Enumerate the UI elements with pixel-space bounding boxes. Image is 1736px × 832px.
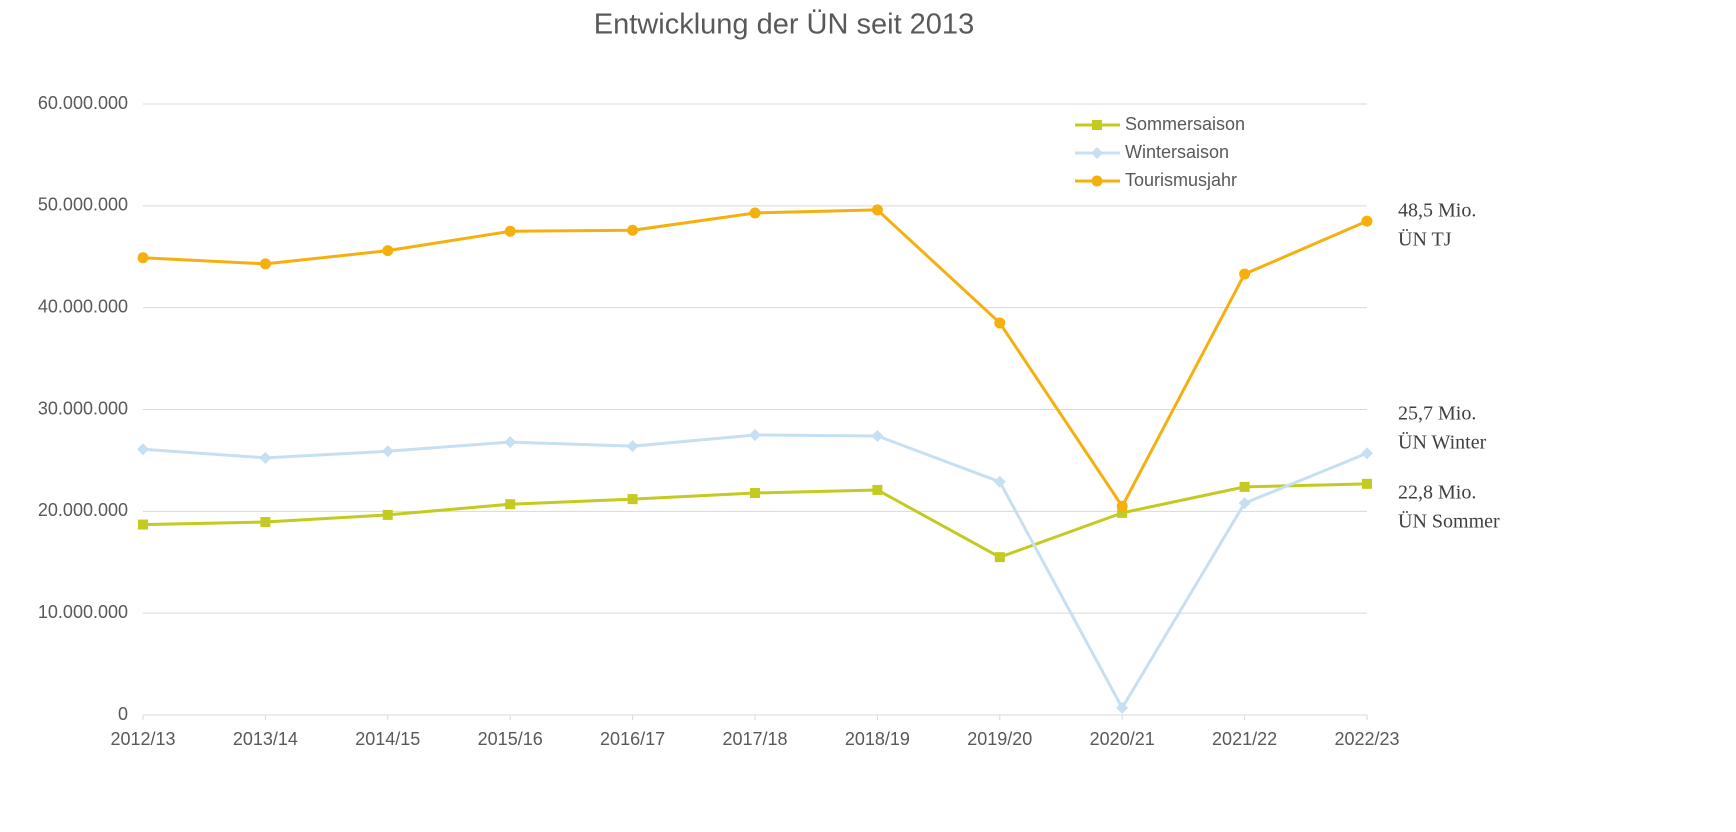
x-tick-label: 2019/20: [967, 729, 1032, 749]
marker: [259, 258, 271, 270]
marker: [994, 552, 1005, 563]
x-tick-label: 2022/23: [1334, 729, 1399, 749]
marker: [994, 317, 1006, 329]
marker: [1239, 268, 1251, 280]
marker: [1238, 497, 1251, 510]
y-tick-label: 20.000.000: [38, 500, 128, 520]
marker: [1239, 481, 1250, 492]
marker: [750, 488, 760, 499]
y-tick-label: 60.000.000: [38, 93, 128, 113]
marker: [749, 428, 761, 441]
x-tick-label: 2020/21: [1090, 729, 1155, 749]
x-tick-label: 2015/16: [478, 729, 543, 749]
marker: [505, 499, 516, 510]
marker: [1091, 175, 1103, 187]
x-tick-label: 2018/19: [845, 729, 910, 749]
y-tick-label: 30.000.000: [38, 398, 128, 418]
annotation: ÜN Winter: [1398, 431, 1487, 454]
y-tick-label: 10.000.000: [38, 602, 128, 622]
y-tick-label: 0: [118, 704, 128, 724]
y-tick-label: 50.000.000: [38, 195, 128, 215]
marker: [259, 451, 272, 464]
marker: [504, 225, 516, 237]
legend-label: Tourismusjahr: [1125, 170, 1237, 190]
marker: [504, 436, 517, 449]
marker: [871, 429, 884, 442]
annotation: 25,7 Mio.: [1398, 403, 1476, 425]
y-tick-label: 40.000.000: [38, 296, 128, 316]
marker: [749, 207, 761, 219]
marker: [872, 484, 883, 495]
marker: [627, 224, 639, 236]
marker: [627, 494, 638, 505]
series-line: [142, 433, 1368, 710]
annotation: ÜN TJ: [1398, 228, 1452, 251]
x-tick-label: 2014/15: [355, 729, 420, 749]
marker: [1116, 500, 1128, 512]
chart-title: Entwicklung der ÜN seit 2013: [594, 9, 974, 41]
legend-label: Sommersaison: [1125, 114, 1245, 134]
x-tick-label: 2017/18: [722, 729, 787, 749]
marker: [1361, 215, 1373, 227]
marker: [137, 443, 149, 456]
marker: [1117, 507, 1128, 518]
annotation: 48,5 Mio.: [1398, 200, 1476, 222]
marker: [1361, 447, 1373, 460]
marker: [382, 245, 394, 257]
marker: [1116, 701, 1129, 714]
series-line: [142, 208, 1368, 508]
marker: [138, 519, 148, 530]
marker: [260, 517, 271, 528]
marker: [1092, 120, 1102, 130]
marker: [993, 475, 1006, 488]
marker: [871, 204, 883, 216]
marker: [1362, 478, 1372, 489]
marker: [137, 252, 149, 264]
legend-label: Wintersaison: [1125, 142, 1229, 162]
marker: [1091, 147, 1103, 159]
x-tick-label: 2016/17: [600, 729, 665, 749]
annotation: 22,8 Mio.: [1398, 482, 1476, 504]
marker: [382, 509, 393, 520]
marker: [626, 440, 639, 453]
annotation: ÜN Sommer: [1398, 510, 1500, 533]
x-tick-label: 2021/22: [1212, 729, 1277, 749]
marker: [381, 445, 394, 458]
x-tick-label: 2013/14: [233, 729, 298, 749]
x-tick-label: 2012/13: [110, 729, 175, 749]
